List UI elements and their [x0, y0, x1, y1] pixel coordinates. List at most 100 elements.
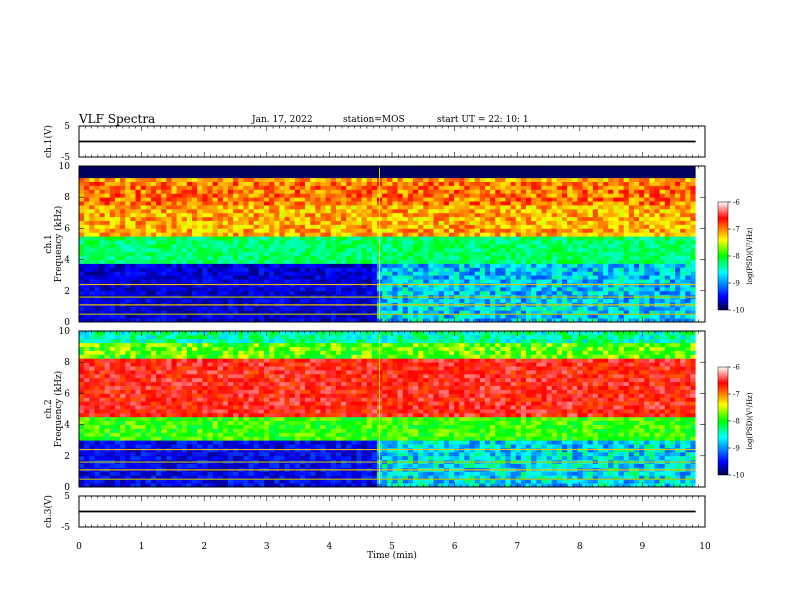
- spectrogram-cell: [217, 314, 224, 319]
- spectrogram-cell: [402, 201, 409, 206]
- spectrogram-cell: [397, 197, 404, 202]
- spectrogram-cell: [387, 314, 393, 319]
- spectrogram-cell: [171, 247, 178, 253]
- spectrogram-cell: [243, 232, 249, 237]
- spectrogram-cell: [253, 185, 260, 190]
- spectrogram-cell: [320, 251, 327, 257]
- spectrogram-cell: [459, 240, 465, 245]
- spectrogram-cell: [541, 267, 547, 272]
- spectrogram-cell: [351, 189, 357, 194]
- spectrogram-cell: [269, 224, 275, 229]
- spectrogram-cell: [474, 216, 481, 221]
- spectrogram-cell: [608, 185, 614, 190]
- spectrogram-cell: [104, 177, 111, 182]
- spectrogram-cell: [649, 298, 655, 303]
- spectrogram-cell: [330, 267, 337, 272]
- spectrogram-cell: [233, 232, 239, 237]
- spectrogram-cell: [145, 298, 152, 303]
- spectrogram-cell: [233, 197, 239, 202]
- spectrogram-cell: [541, 240, 547, 245]
- spectrogram-cell: [310, 290, 316, 296]
- spectrogram-cell: [562, 255, 568, 260]
- spectrogram-cell: [618, 193, 625, 198]
- spectrogram-cell: [454, 286, 460, 292]
- spectrogram-cell: [639, 220, 645, 225]
- spectrogram-cell: [335, 181, 342, 186]
- spectrogram-cell: [500, 208, 506, 214]
- spectrogram-cell: [120, 267, 126, 272]
- spectrogram-cell: [140, 197, 147, 202]
- spectrogram-cell: [125, 169, 131, 175]
- spectrogram-cell: [592, 166, 599, 171]
- spectrogram-cell: [546, 228, 553, 233]
- spectrogram-cell: [644, 247, 650, 253]
- spectrogram-cell: [150, 310, 157, 315]
- spectrogram-cell: [397, 205, 404, 210]
- spectrogram-cell: [181, 267, 188, 272]
- spectrogram-cell: [407, 279, 414, 284]
- spectrogram-cell: [356, 169, 363, 175]
- spectrogram-cell: [305, 181, 311, 186]
- spectrogram-cell: [685, 314, 691, 319]
- spectrogram-cell: [397, 228, 404, 233]
- spectrogram-cell: [572, 259, 578, 264]
- spectrogram-cell: [192, 310, 198, 315]
- spectrogram-cell: [263, 216, 270, 221]
- spectrogram-cell: [361, 220, 368, 225]
- spectrogram-cell: [608, 275, 614, 280]
- spectrogram-cell: [125, 247, 131, 253]
- spectrogram-cell: [94, 205, 100, 210]
- spectrogram-cell: [341, 255, 347, 260]
- spectrogram-cell: [294, 216, 301, 221]
- spectrogram-cell: [99, 306, 106, 311]
- spectrogram-cell: [562, 247, 568, 253]
- spectrogram-cell: [114, 251, 121, 257]
- spectrogram-cell: [341, 177, 347, 182]
- spectrogram-cell: [238, 228, 244, 233]
- spectrogram-cell: [669, 267, 676, 272]
- spectrogram-cell: [484, 251, 491, 257]
- spectrogram-cell: [413, 177, 419, 182]
- spectrogram-cell: [315, 177, 321, 182]
- spectrogram-cell: [346, 244, 352, 249]
- spectrogram-cell: [207, 216, 213, 221]
- spectrogram-cell: [104, 181, 111, 186]
- spectrogram-cell: [325, 169, 332, 175]
- spectrogram-cell: [664, 271, 671, 276]
- spectrogram-cell: [130, 271, 136, 276]
- spectrogram-cell: [623, 318, 630, 323]
- spectrogram-cell: [109, 193, 116, 198]
- spectrogram-cell: [505, 189, 512, 194]
- spectrogram-cell: [341, 181, 347, 186]
- spectrogram-cell: [618, 247, 625, 253]
- spectrogram-cell: [212, 224, 219, 229]
- spectrogram-cell: [495, 197, 501, 202]
- spectrogram-cell: [459, 201, 465, 206]
- spectrogram-cell: [675, 240, 681, 245]
- spectrogram-cell: [269, 185, 275, 190]
- spectrogram-cell: [351, 201, 357, 206]
- spectrogram-cell: [382, 298, 388, 303]
- spectrogram-cell: [243, 201, 249, 206]
- spectrogram-cell: [592, 169, 599, 175]
- spectrogram-cell: [140, 166, 147, 171]
- spectrogram-cell: [541, 228, 547, 233]
- spectrogram-cell: [690, 267, 697, 272]
- spectrogram-cell: [484, 279, 491, 284]
- spectrogram-cell: [433, 212, 440, 218]
- spectrogram-cell: [274, 228, 280, 233]
- spectrogram-cell: [161, 224, 167, 229]
- spectrogram-cell: [397, 286, 404, 292]
- spectrogram-cell: [305, 318, 311, 323]
- spectrogram-cell: [613, 193, 619, 198]
- spectrogram-cell: [279, 267, 285, 272]
- spectrogram-cell: [587, 216, 594, 221]
- spectrogram-cell: [289, 259, 296, 264]
- spectrogram-cell: [567, 275, 573, 280]
- spectrogram-cell: [562, 185, 568, 190]
- spectrogram-cell: [587, 314, 594, 319]
- spectrogram-cell: [99, 263, 106, 268]
- spectrogram-cell: [99, 181, 106, 186]
- spectrogram-cell: [135, 205, 142, 210]
- spectrogram-cell: [104, 314, 111, 319]
